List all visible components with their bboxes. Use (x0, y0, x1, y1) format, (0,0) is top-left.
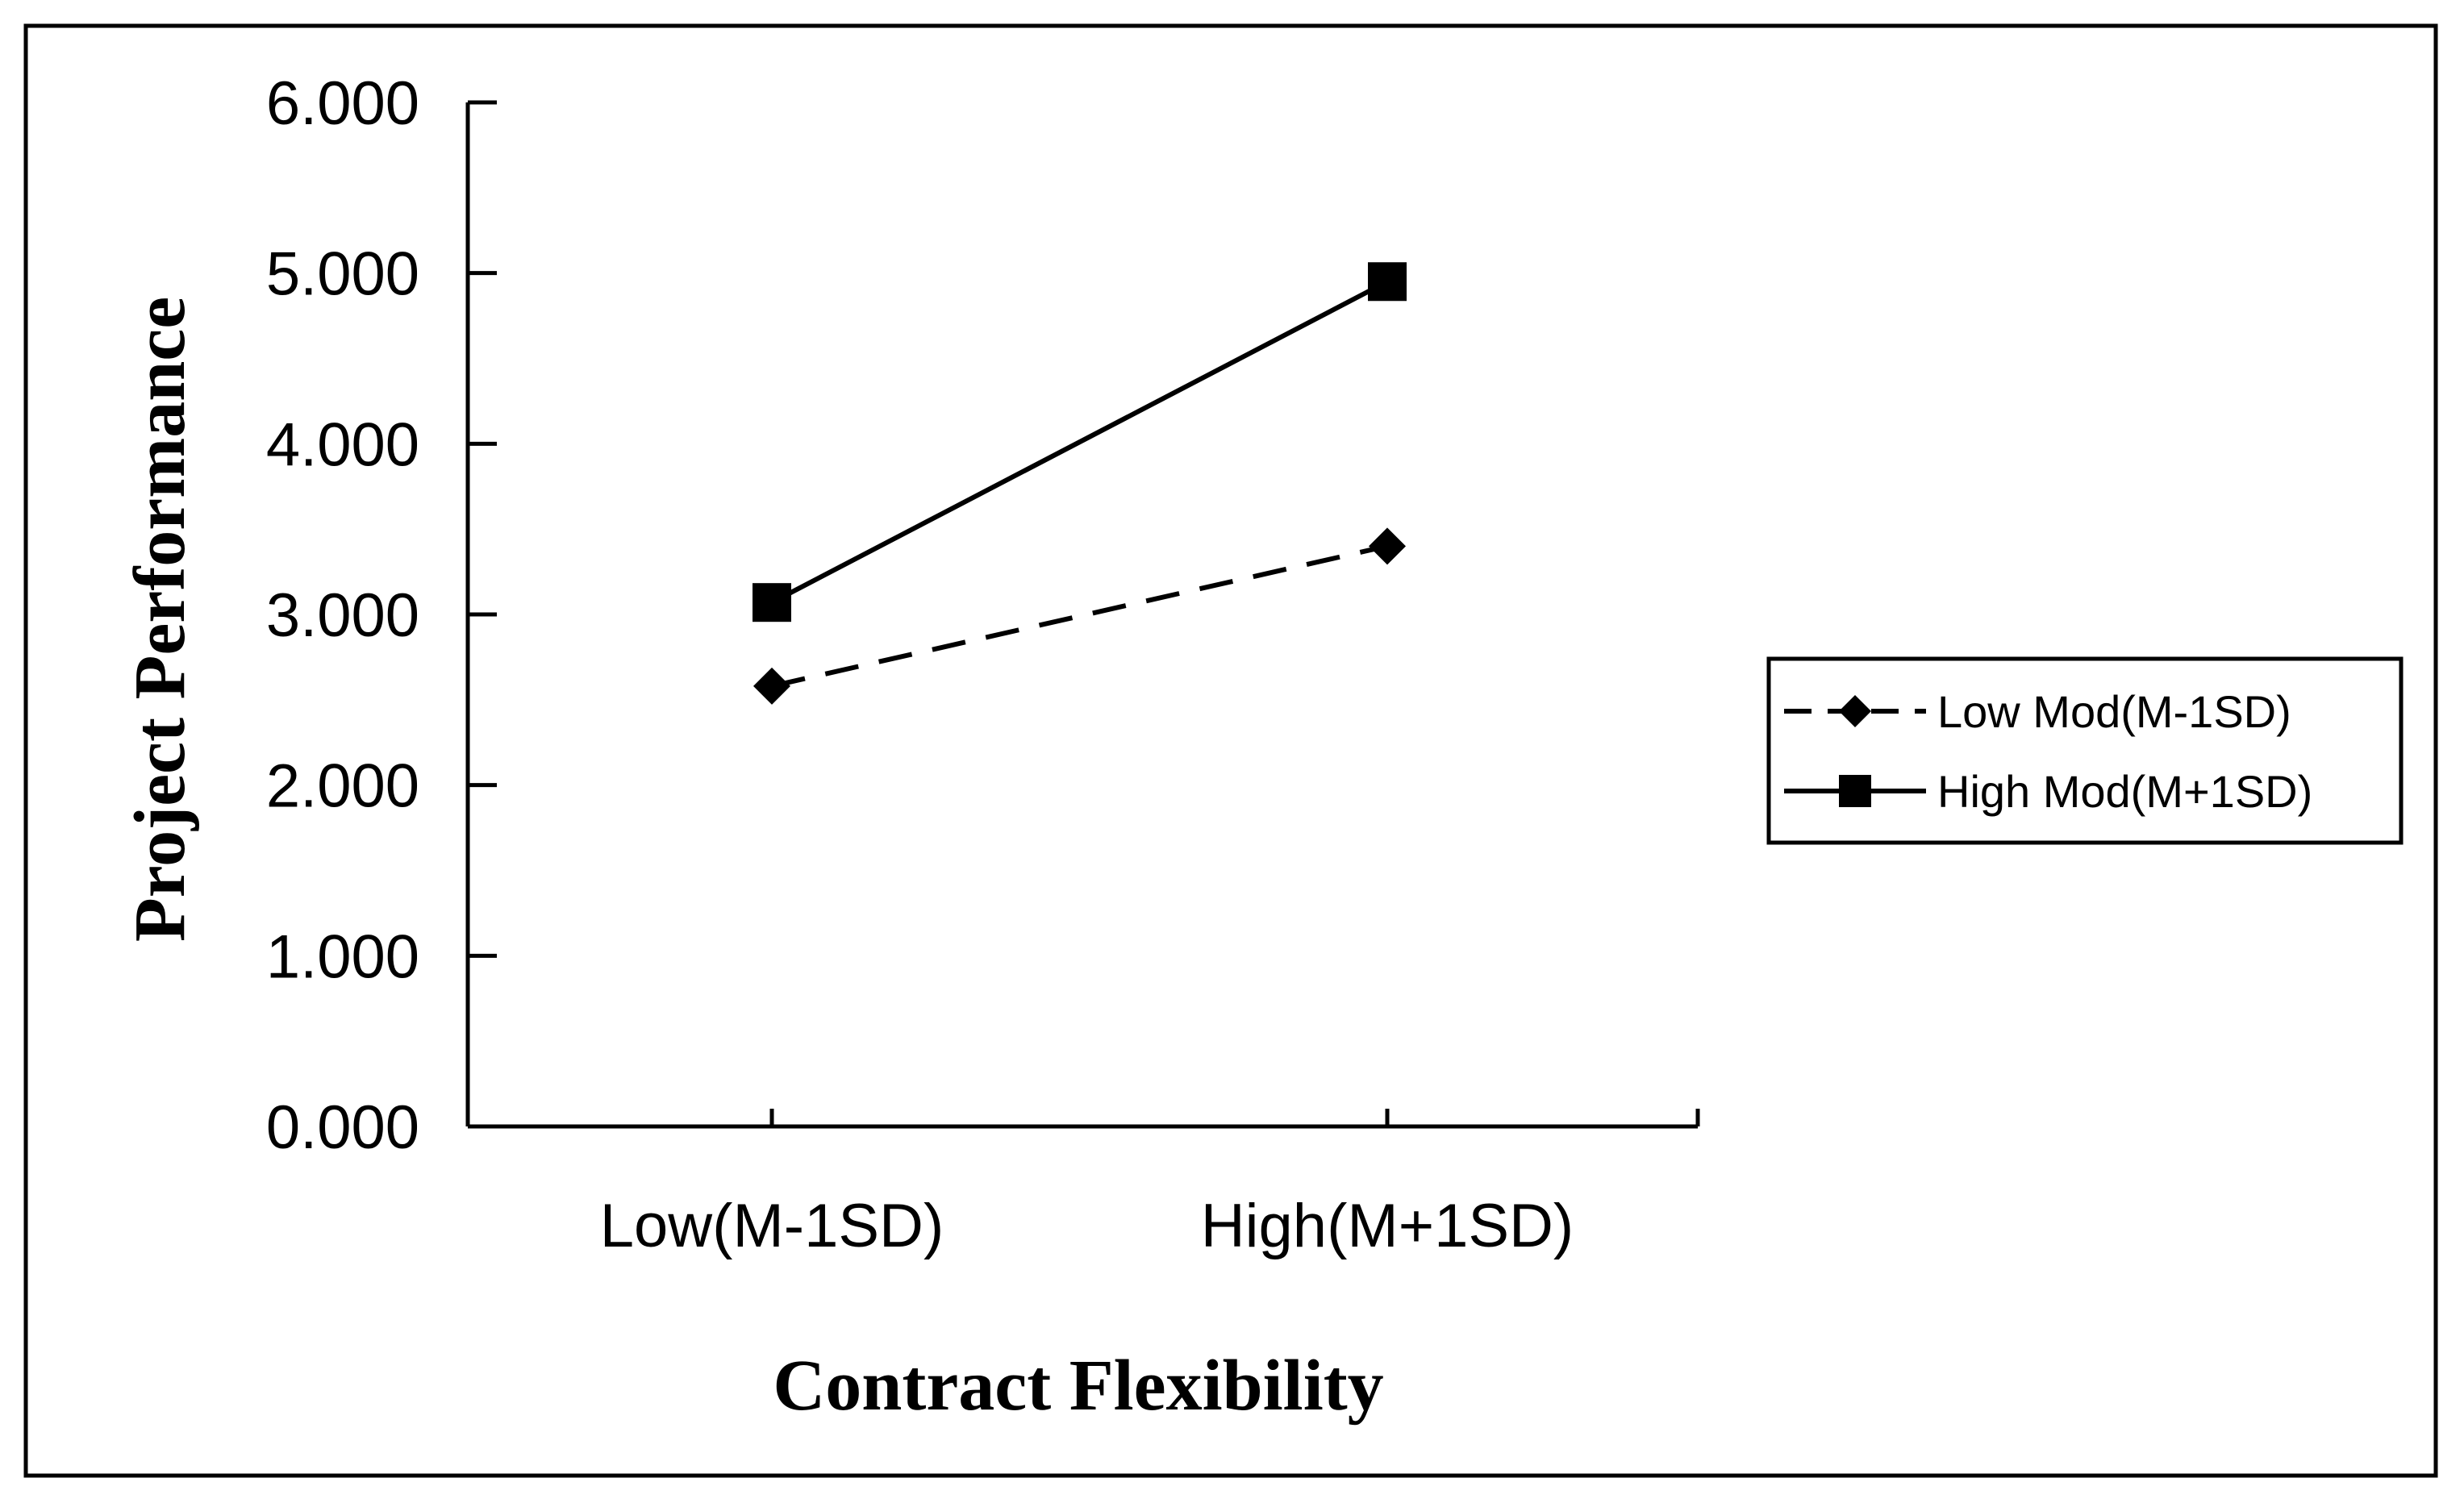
legend-box (1766, 656, 2404, 845)
y-tick-label: 5.000 (266, 240, 419, 309)
legend: Low Mod(M-1SD) High Mod(M+1SD) (1766, 656, 2404, 845)
data-point-marker (1368, 262, 1407, 302)
x-tick-label: High(M+1SD) (1201, 1192, 1574, 1260)
y-tick-label: 6.000 (266, 69, 419, 138)
y-axis-title: Project Performance (120, 297, 200, 942)
series-high-mod (753, 262, 1407, 622)
legend-entry: Low Mod(M-1SD) (1784, 686, 2291, 737)
legend-marker (1839, 775, 1871, 807)
y-tick-label: 2.000 (266, 752, 419, 821)
series-line (770, 279, 1389, 605)
y-tick-label: 3.000 (266, 581, 419, 650)
series-line (771, 543, 1388, 689)
y-tick-label: 0.000 (266, 1093, 419, 1162)
data-point-marker (753, 667, 790, 705)
data-point-marker (1369, 527, 1406, 565)
plot-series (753, 262, 1407, 705)
legend-label: Low Mod(M-1SD) (1937, 686, 2291, 737)
x-axis-title: Contract Flexibility (773, 1346, 1383, 1426)
y-tick-label: 1.000 (266, 922, 419, 991)
axes: 0.000 1.000 2.000 3.000 4.000 5.000 6.000 Low(M… (266, 69, 1700, 1260)
legend-marker (1839, 695, 1871, 727)
legend-entry: High Mod(M+1SD) (1784, 766, 2312, 817)
legend-label: High Mod(M+1SD) (1937, 766, 2312, 817)
data-point-marker (753, 583, 791, 622)
x-tick-label: Low(M-1SD) (600, 1192, 944, 1260)
y-tick-label: 4.000 (266, 410, 419, 479)
series-low-mod (753, 527, 1406, 705)
